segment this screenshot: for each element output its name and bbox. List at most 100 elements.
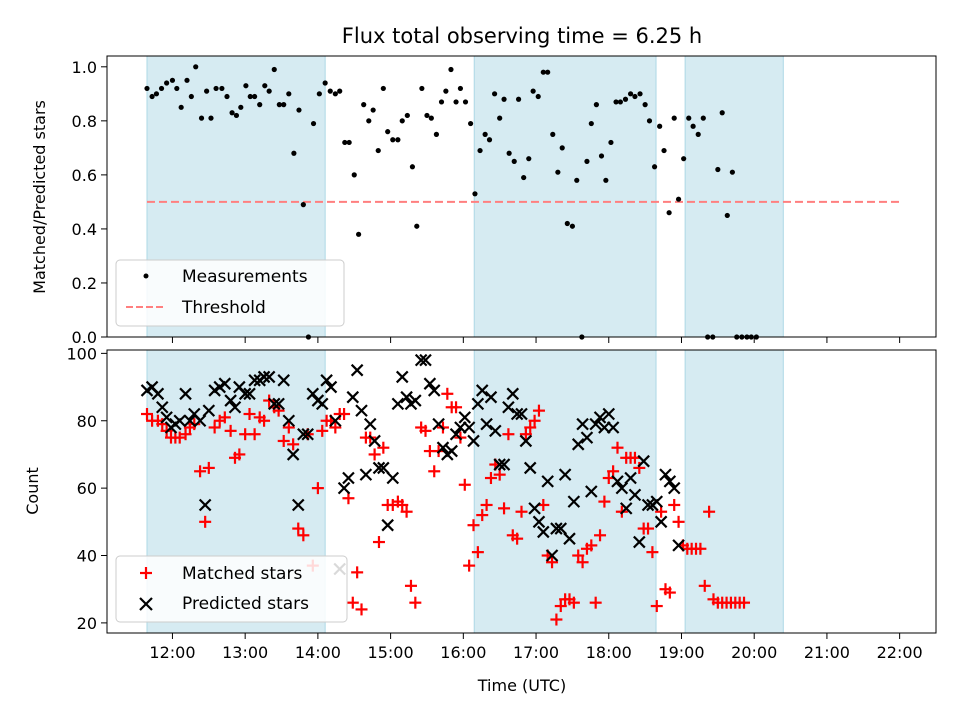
predicted-star-point xyxy=(355,404,368,417)
predicted-star-point xyxy=(286,448,300,461)
matched-star-points xyxy=(140,387,751,626)
x-stroke xyxy=(633,535,646,549)
predicted-star-point xyxy=(475,384,489,397)
matched-star-point xyxy=(140,408,153,421)
predicted-star-points xyxy=(140,353,685,576)
matched-star-point xyxy=(672,515,685,528)
matched-star-point xyxy=(703,505,716,518)
measurement-point xyxy=(462,99,469,105)
x-stroke xyxy=(497,458,511,471)
x-stroke xyxy=(427,384,441,397)
measurement-point xyxy=(296,107,302,113)
measurement-point xyxy=(681,156,687,162)
x-stroke xyxy=(320,374,333,387)
x-stroke xyxy=(611,475,624,488)
measurement-point xyxy=(569,223,576,229)
measurement-point xyxy=(262,83,268,89)
predicted-star-point xyxy=(558,468,572,481)
x-stroke xyxy=(228,400,242,414)
matched-star-point xyxy=(594,529,607,542)
x-stroke xyxy=(342,471,355,485)
matched-star-point xyxy=(532,404,545,417)
measurement-point xyxy=(657,123,663,129)
x-stroke xyxy=(480,417,493,431)
x-stroke xyxy=(537,525,550,539)
measurement-point xyxy=(184,77,190,83)
matched-star-point xyxy=(738,596,751,609)
matched-star-point xyxy=(441,387,454,400)
predicted-star-point xyxy=(160,411,173,424)
measurement-point xyxy=(526,156,532,162)
matched-star-point xyxy=(515,505,528,518)
matched-star-point xyxy=(498,502,511,515)
matched-star-point xyxy=(650,600,663,613)
predicted-star-point xyxy=(467,434,480,448)
matched-star-point xyxy=(233,448,246,461)
x-stroke xyxy=(571,438,585,451)
x-stroke xyxy=(576,417,589,431)
x-tick-label: 18:00 xyxy=(586,643,632,662)
measurement-point xyxy=(144,85,150,92)
x-stroke xyxy=(567,495,581,508)
measurement-point xyxy=(198,115,205,121)
x-stroke xyxy=(628,488,642,502)
matched-star-point xyxy=(480,498,493,511)
x-stroke xyxy=(502,400,515,414)
count-plot-frame xyxy=(106,349,937,634)
predicted-star-point xyxy=(458,411,472,424)
y-tick-label: 40 xyxy=(77,547,97,566)
x-stroke xyxy=(432,417,445,431)
x-stroke xyxy=(545,549,559,562)
measurement-point xyxy=(385,129,391,135)
x-stroke xyxy=(419,353,432,367)
matched-star-point xyxy=(471,546,484,559)
chart-title: Flux total observing time = 6.25 h xyxy=(342,24,702,48)
matched-star-point xyxy=(346,596,359,609)
measurement-point xyxy=(482,131,488,137)
predicted-star-point xyxy=(155,400,169,414)
x-stroke xyxy=(391,397,405,411)
x-stroke xyxy=(291,498,305,512)
measurement-point xyxy=(545,69,551,75)
predicted-star-point xyxy=(228,400,242,414)
measurement-point xyxy=(243,83,249,89)
ratio-legend-box xyxy=(115,259,345,327)
x-stroke xyxy=(183,414,197,428)
matched-star-point xyxy=(655,505,668,518)
measurement-point xyxy=(613,99,619,105)
predicted-star-point xyxy=(589,417,602,431)
matched-star-point xyxy=(694,542,707,555)
predicted-star-point xyxy=(423,377,437,390)
measurement-point xyxy=(158,85,165,92)
predicted-star-point xyxy=(462,421,476,434)
x-stroke xyxy=(467,434,480,448)
x-stroke xyxy=(615,481,629,495)
x-stroke xyxy=(350,363,364,377)
measurement-point xyxy=(238,104,244,110)
predicted-star-point xyxy=(297,427,310,441)
count-y-axis-label: Count xyxy=(23,467,42,515)
predicted-star-point xyxy=(667,481,681,495)
measurement-point xyxy=(276,102,282,108)
x-stroke xyxy=(423,377,437,390)
x-stroke xyxy=(489,424,502,438)
matched-star-point xyxy=(502,428,515,441)
predicted-star-point xyxy=(484,390,498,404)
x-stroke xyxy=(563,532,576,545)
predicted-star-point xyxy=(602,407,616,421)
predicted-star-point xyxy=(502,400,515,414)
x-stroke xyxy=(218,377,232,390)
measurement-point xyxy=(286,91,292,97)
measurement-point xyxy=(428,115,434,121)
measurement-point xyxy=(316,91,322,97)
x-tick-label: 17:00 xyxy=(513,643,559,662)
matched-star-point xyxy=(663,586,676,599)
measurement-point xyxy=(229,110,235,116)
x-stroke xyxy=(619,502,633,515)
measurement-point xyxy=(438,99,445,105)
predicted-star-point xyxy=(654,515,668,529)
x-stroke xyxy=(395,370,409,384)
measurement-point xyxy=(266,88,272,94)
matched-star-point xyxy=(208,421,221,434)
x-tick-label: 12:00 xyxy=(149,643,195,662)
